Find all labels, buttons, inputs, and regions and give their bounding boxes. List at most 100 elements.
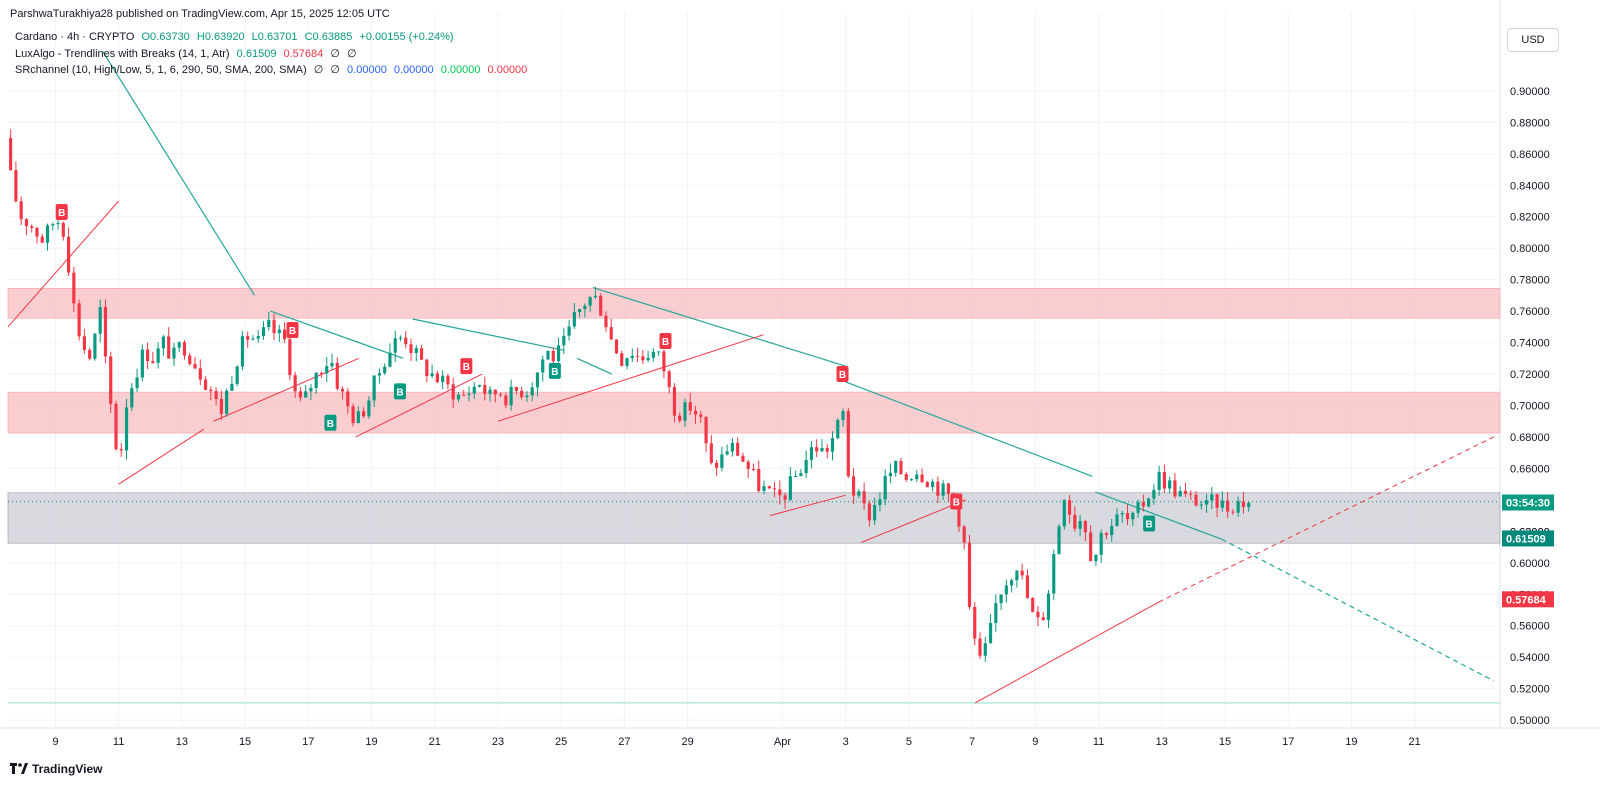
candle-body <box>1241 501 1246 508</box>
candle-body <box>704 416 708 444</box>
candle-body <box>836 419 840 439</box>
candle-body <box>1247 502 1251 508</box>
candle-body <box>878 499 882 505</box>
current-zone <box>7 492 1501 544</box>
candle-body <box>404 337 408 345</box>
candle-body <box>56 223 60 225</box>
indicator-name[interactable]: SRchannel (10, High/Low, 5, 1, 6, 290, 5… <box>15 64 307 76</box>
candle-body <box>1136 502 1140 513</box>
candle-body <box>256 335 260 339</box>
candle-body <box>172 347 176 359</box>
bullish-break-marker: B <box>1143 515 1156 532</box>
candle-body <box>98 307 102 334</box>
candle-body <box>820 448 824 452</box>
time-tick-label: 17 <box>1282 736 1294 748</box>
candle-body <box>1236 501 1240 513</box>
candle-body <box>304 391 308 398</box>
countdown-tag: 03:54:30 <box>1502 494 1554 511</box>
price-axis[interactable]: 0.90000 0.88000 0.86000 0.84000 0.82000 0.800… <box>1510 86 1550 727</box>
price-tick-label: 0.84000 <box>1510 180 1550 192</box>
ohlc-high: H0.63920 <box>196 31 245 43</box>
resistance-zone <box>7 288 1501 319</box>
trendline-down <box>592 286 846 367</box>
candle-body <box>504 395 508 406</box>
support-line <box>8 501 1500 704</box>
break-marker-box <box>1143 515 1156 532</box>
candle-body <box>1215 494 1219 508</box>
candle-body <box>177 342 181 348</box>
break-marker-box <box>548 362 561 379</box>
sr-zones <box>7 288 1501 544</box>
break-marker-box <box>286 321 299 338</box>
candle-body <box>514 386 518 391</box>
candle-body <box>362 411 366 417</box>
candle-body <box>340 388 345 392</box>
trendline-up <box>7 200 120 328</box>
candle-body <box>393 338 397 353</box>
candle-body <box>841 411 845 420</box>
indicator-legend-srchannel[interactable]: SRchannel (10, High/Low, 5, 1, 6, 290, 5… <box>15 63 531 76</box>
candle-body <box>1157 472 1161 490</box>
time-tick-label: 15 <box>1219 736 1231 748</box>
candle-body <box>1041 617 1045 621</box>
candle-body <box>941 483 945 496</box>
candle-body <box>667 371 671 388</box>
candle-body <box>599 295 603 316</box>
countdown-tag-bg <box>1502 494 1554 511</box>
candle-body <box>146 349 150 362</box>
candle-body <box>1015 570 1019 581</box>
bearish-break-marker: B <box>836 366 849 383</box>
candle-body <box>140 349 144 378</box>
trendline-down <box>102 51 256 296</box>
break-marker-label: B <box>662 337 669 348</box>
candle-body <box>1089 532 1093 562</box>
candle-body <box>1178 490 1182 497</box>
tradingview-logo-icon <box>10 763 28 774</box>
candle-body <box>398 337 403 339</box>
candle-body <box>604 315 608 328</box>
candle-body <box>103 307 108 357</box>
candle-body <box>451 384 455 400</box>
ohlc-close: C0.63885 <box>304 31 353 43</box>
trendline-down <box>845 381 1093 477</box>
trendline-down <box>412 318 565 352</box>
candle-body <box>1046 593 1051 621</box>
candle-body <box>51 224 55 226</box>
candle-body <box>1194 494 1198 506</box>
candle-body <box>1231 511 1235 513</box>
trendline-down <box>576 357 613 375</box>
candle-body <box>456 394 461 400</box>
candle-body <box>646 357 650 361</box>
price-tick-label: 0.74000 <box>1510 338 1550 350</box>
trendline-down <box>1095 491 1223 540</box>
candle-body <box>909 479 914 481</box>
candle-body <box>319 372 324 374</box>
candle-body <box>678 415 682 421</box>
candle-body <box>588 297 592 306</box>
symbol-legend[interactable]: Cardano · 4h · CRYPTO O0.63730 H0.63920 … <box>15 31 458 43</box>
candle-body <box>846 411 850 477</box>
candle-body <box>430 373 434 377</box>
published-line: ParshwaTurakhiya28 published on TradingV… <box>10 8 390 20</box>
indicator-legend-luxalgo[interactable]: LuxAlgo - Trendlines with Breaks (14, 1,… <box>15 47 361 60</box>
candle-body <box>77 303 81 337</box>
time-axis[interactable]: 9 11 13 15 17 19 21 23 25 27 29 Apr 3 5 7 9 11 13 15 17 19 21 <box>52 736 1420 748</box>
break-marker-label: B <box>1146 519 1153 530</box>
candle-body <box>609 327 613 340</box>
candle-body <box>931 481 935 488</box>
tradingview-logo[interactable]: TradingView <box>10 762 102 776</box>
candle-body <box>377 373 381 376</box>
candle-body <box>799 473 803 477</box>
symbol-name[interactable]: Cardano · 4h · CRYPTO <box>15 31 135 43</box>
indicator-name[interactable]: LuxAlgo - Trendlines with Breaks (14, 1,… <box>15 48 230 60</box>
candle-body <box>72 272 76 304</box>
time-tick-label: 11 <box>1093 736 1104 748</box>
candle-body <box>214 391 218 399</box>
trendline-up <box>213 357 360 422</box>
price-tick-label: 0.86000 <box>1510 149 1550 161</box>
candle-body <box>593 295 598 298</box>
candle-body <box>93 333 97 359</box>
time-tick-label: 19 <box>1345 736 1357 748</box>
currency-button[interactable]: USD <box>1507 28 1559 52</box>
